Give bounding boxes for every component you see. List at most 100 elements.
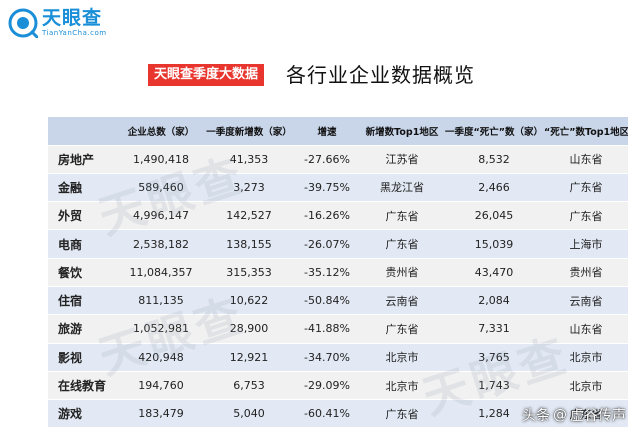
page-title: 各行业企业数据概览 (286, 63, 475, 87)
table-cell: 2,538,182 (118, 229, 204, 259)
table-cell: 7,331 (444, 314, 544, 344)
table-cell: 广东省 (544, 399, 628, 429)
column-header: 新增数Top1地区 (360, 117, 444, 146)
table-cell: -41.88% (294, 314, 360, 344)
logo-url: TianYanCha.com (42, 29, 107, 37)
industry-name-cell: 住宿 (48, 286, 118, 316)
table-cell: 811,135 (118, 286, 204, 316)
table-cell: 广东省 (360, 399, 444, 429)
table-cell: 广东省 (544, 173, 628, 203)
table-cell: 北京市 (544, 371, 628, 401)
source-caption: 头条 @ 虚谷传声 (522, 405, 626, 425)
table-row: 旅游 1,052,981 28,900 -41.88% 广东省 7,331 山东省 (48, 314, 628, 344)
table-row: 房地产 1,490,418 41,353 -27.66% 江苏省 8,532 山东省 (48, 145, 628, 174)
table-cell: -60.41% (294, 399, 360, 429)
industry-name-cell: 影视 (48, 343, 118, 372)
table-cell: -29.09% (294, 371, 360, 401)
industry-name-cell: 外贸 (48, 201, 118, 231)
caption-source: 头条 (522, 408, 550, 424)
title-row: 天眼查季度大数据 各行业企业数据概览 (0, 62, 640, 88)
table-cell: 5,040 (204, 399, 294, 429)
table-cell: 山东省 (544, 145, 628, 174)
table-row: 电商 2,538,182 138,155 -26.07% 广东省 15,039 上海市 (48, 229, 628, 259)
industry-name-cell: 在线教育 (48, 371, 118, 401)
table-body: 房地产 1,490,418 41,353 -27.66% 江苏省 8,532 山东省 金融 58… (48, 145, 628, 429)
table-row: 住宿 811,135 10,622 -50.84% 云南省 2,084 云南省 (48, 286, 628, 316)
table-cell: 云南省 (360, 286, 444, 316)
column-header: 一季度新增数（家） (204, 117, 294, 146)
table-cell: 8,532 (444, 145, 544, 174)
table-cell: -26.07% (294, 229, 360, 259)
column-header: “死亡”数Top1地区 (544, 117, 628, 146)
table-cell: 6,753 (204, 371, 294, 401)
table-row: 游戏 183,479 5,040 -60.41% 广东省 1,284 广东省 (48, 399, 628, 429)
table-row: 外贸 4,996,147 142,527 -16.26% 广东省 26,045 广东省 (48, 201, 628, 231)
table-cell: 142,527 (204, 201, 294, 231)
table-cell: 1,490,418 (118, 145, 204, 174)
table-cell: 1,052,981 (118, 314, 204, 344)
table-cell: 28,900 (204, 314, 294, 344)
table-cell: -35.12% (294, 258, 360, 287)
industry-name-cell: 旅游 (48, 314, 118, 344)
table-cell: 1,743 (444, 371, 544, 401)
table-cell: 41,353 (204, 145, 294, 174)
table-cell: 广东省 (360, 314, 444, 344)
table-cell: 15,039 (444, 229, 544, 259)
table-row: 影视 420,948 12,921 -34.70% 北京市 3,765 北京市 (48, 343, 628, 372)
table-cell: 3,273 (204, 173, 294, 203)
caption-separator: @ (553, 407, 567, 423)
table-cell: 贵州省 (360, 258, 444, 287)
table-cell: 1,284 (444, 399, 544, 429)
table-row: 在线教育 194,760 6,753 -29.09% 北京市 1,743 北京市 (48, 371, 628, 401)
table-cell: 138,155 (204, 229, 294, 259)
table-cell: 黑龙江省 (360, 173, 444, 203)
table-cell: 315,353 (204, 258, 294, 287)
table-cell: 4,996,147 (118, 201, 204, 231)
table-cell: 420,948 (118, 343, 204, 372)
table-cell: 10,622 (204, 286, 294, 316)
table-cell: 26,045 (444, 201, 544, 231)
tianyancha-logo: 天眼查 TianYanCha.com (8, 6, 107, 40)
table-cell: -16.26% (294, 201, 360, 231)
column-header: 一季度“死亡”数（家） (444, 117, 544, 146)
logo-name: 天眼查 (42, 7, 103, 29)
table-cell: -39.75% (294, 173, 360, 203)
industry-data-table: 企业总数（家） 一季度新增数（家） 增速 新增数Top1地区 一季度“死亡”数（家） “死… (48, 117, 628, 429)
industry-name-cell: 游戏 (48, 399, 118, 429)
title-badge: 天眼查季度大数据 (148, 64, 265, 86)
table-cell: 2,466 (444, 173, 544, 203)
table-cell: 山东省 (544, 314, 628, 344)
caption-author: 虚谷传声 (570, 408, 626, 424)
table-cell: 上海市 (544, 229, 628, 259)
column-header: 增速 (294, 117, 360, 146)
industry-name-cell: 金融 (48, 173, 118, 203)
table-cell: 183,479 (118, 399, 204, 429)
industry-name-cell: 电商 (48, 229, 118, 259)
table-cell: 北京市 (544, 343, 628, 372)
table-cell: 2,084 (444, 286, 544, 316)
table-cell: 广东省 (544, 201, 628, 231)
table-cell: 11,084,357 (118, 258, 204, 287)
table-cell: -27.66% (294, 145, 360, 174)
table-cell: 12,921 (204, 343, 294, 372)
tianyancha-logo-icon (8, 8, 38, 38)
table-row: 餐饮 11,084,357 315,353 -35.12% 贵州省 43,470 贵州省 (48, 258, 628, 287)
table-cell: 43,470 (444, 258, 544, 287)
table-row: 金融 589,460 3,273 -39.75% 黑龙江省 2,466 广东省 (48, 173, 628, 203)
table-cell: -50.84% (294, 286, 360, 316)
table-cell: 广东省 (360, 201, 444, 231)
table-cell: 贵州省 (544, 258, 628, 287)
table-cell: -34.70% (294, 343, 360, 372)
table-cell: 北京市 (360, 343, 444, 372)
table-cell: 194,760 (118, 371, 204, 401)
industry-name-cell: 房地产 (48, 145, 118, 174)
column-header (48, 117, 118, 146)
table-cell: 云南省 (544, 286, 628, 316)
column-header: 企业总数（家） (118, 117, 204, 146)
table-cell: 北京市 (360, 371, 444, 401)
table-cell: 江苏省 (360, 145, 444, 174)
industry-name-cell: 餐饮 (48, 258, 118, 287)
table-cell: 589,460 (118, 173, 204, 203)
table-cell: 广东省 (360, 229, 444, 259)
table-header-row: 企业总数（家） 一季度新增数（家） 增速 新增数Top1地区 一季度“死亡”数（家） “死… (48, 117, 628, 146)
